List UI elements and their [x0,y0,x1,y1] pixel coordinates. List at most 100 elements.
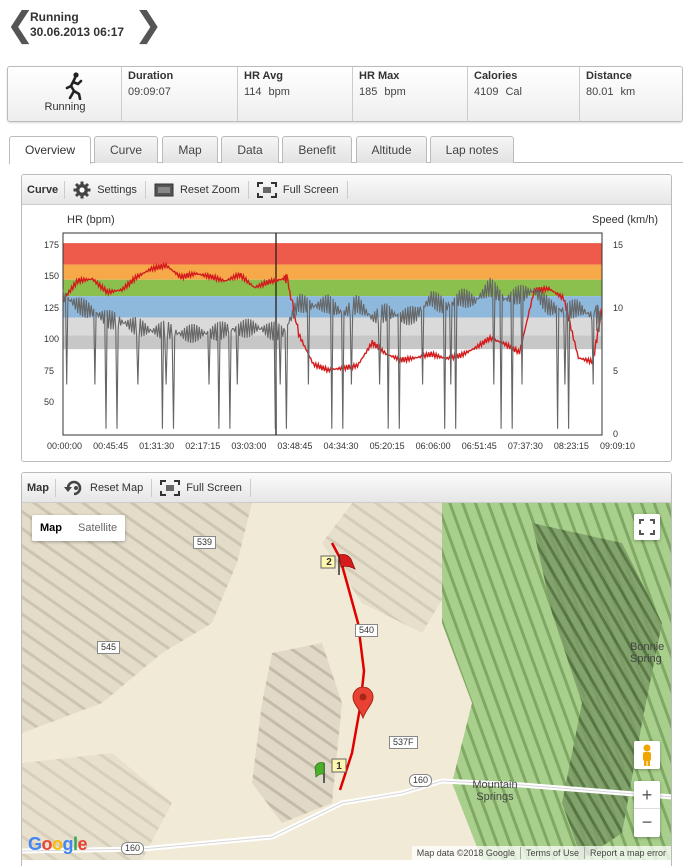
stat-value: 185 bpm [359,86,461,98]
tab-data[interactable]: Data [221,136,279,163]
stats-bar: Running Duration 09:09:07 HR Avg 114 bpm … [7,66,683,122]
reset-zoom-button[interactable]: Reset Zoom [146,180,249,199]
curve-panel: Curve Settings Reset Zoom [21,174,672,462]
runner-icon [65,72,83,100]
end-marker-label: 2 [326,557,332,568]
expand-icon [639,519,655,535]
x-tick-label: 08:23:15 [553,441,589,451]
tab-bar: Overview Curve Map Data Benefit Altitude… [9,136,683,164]
chevron-left-icon[interactable]: ❮ [6,5,35,45]
x-tick-label: 06:06:00 [415,441,451,451]
pegman-icon [643,744,651,766]
zoom-in-button[interactable]: + [634,781,660,809]
left-tick-label: 125 [44,302,60,313]
settings-button[interactable]: Settings [65,180,146,199]
stat-hr-avg: HR Avg 114 bpm [238,67,353,121]
full-screen-label: Full Screen [282,183,339,196]
chart-canvas[interactable] [22,205,672,461]
x-tick-label: 07:37:30 [507,441,543,451]
x-tick-label: 04:34:30 [323,441,359,451]
stat-label: Distance [586,70,632,82]
street-view-pegman[interactable] [634,741,660,769]
right-tick-label: 15 [613,239,624,250]
right-tick-label: 0 [613,429,619,439]
tab-overview[interactable]: Overview [9,136,91,164]
curve-toolbar: Curve Settings Reset Zoom [22,175,671,205]
map-view[interactable]: Map Satellite + − 539 545 540 537F 160 1… [22,503,671,860]
reset-map-button[interactable]: Reset Map [56,478,153,497]
settings-label: Settings [97,183,137,196]
tab-map[interactable]: Map [162,136,218,163]
reset-zoom-icon [154,183,174,196]
map-terrain [22,503,671,860]
tab-benefit[interactable]: Benefit [282,136,352,163]
road-shield: 537F [389,736,418,749]
stat-number: 4109 [474,86,499,98]
start-marker-label: 1 [336,761,342,772]
map-full-screen-label: Full Screen [186,481,242,494]
curve-title: Curve [22,180,66,199]
location-pin-icon[interactable] [352,687,374,719]
report-error-link[interactable]: Report a map error [589,848,666,858]
tab-curve[interactable]: Curve [94,136,158,163]
left-tick-label: 75 [44,365,55,376]
left-axis-label: HR (bpm) [67,214,115,226]
map-full-screen-button[interactable]: Full Screen [152,478,251,497]
chevron-right-icon[interactable]: ❯ [134,5,163,45]
right-axis-label: Speed (km/h) [592,214,659,226]
fullscreen-icon [160,479,181,496]
stat-calories: Calories 4109 Cal [468,67,580,121]
map-data-credit: Map data ©2018 Google [412,847,521,859]
road-shield: 539 [193,536,217,549]
left-tick-label: 175 [44,239,60,250]
sport-label: Running [44,101,86,113]
start-flag-icon [314,758,347,783]
x-tick-label: 05:20:15 [369,441,405,451]
fullscreen-icon [256,181,277,198]
stat-value: 80.01 km [586,86,676,98]
reset-map-label: Reset Map [90,481,144,494]
place-bonnie-spring: Bonnie Spring [630,641,665,665]
left-tick-label: 100 [44,334,60,345]
terms-of-use-link[interactable]: Terms of Use [521,847,585,859]
gear-icon [73,181,91,198]
stat-hr-max: HR Max 185 bpm [353,67,468,121]
x-tick-label: 06:51:45 [461,441,497,451]
stat-label: HR Max [359,70,400,82]
map-fullscreen-button[interactable] [634,514,660,540]
stat-value: 09:09:07 [128,86,231,98]
hr-zone-band [63,243,602,265]
stat-unit: km [620,86,636,98]
google-logo: Google [28,834,88,854]
stat-value: 114 bpm [244,86,346,98]
tab-lap-notes[interactable]: Lap notes [430,136,514,163]
zoom-control: + − [634,781,660,837]
plot-frame [62,232,603,436]
zoom-out-button[interactable]: − [641,812,653,832]
activity-datetime: 30.06.2013 06:17 [30,25,125,39]
finish-flag-icon [320,554,356,575]
map-type-map[interactable]: Map [40,522,62,534]
stat-unit: bpm [268,86,290,98]
x-tick-label: 00:45:45 [93,441,129,451]
tab-altitude[interactable]: Altitude [356,136,427,163]
stat-unit: Cal [505,86,522,98]
x-tick-label: 00:00:00 [47,441,83,451]
refresh-icon [64,480,82,495]
full-screen-button[interactable]: Full Screen [249,180,348,199]
activity-sport: Running [30,10,79,24]
stat-number: 114 [244,86,262,98]
map-type-satellite[interactable]: Satellite [78,522,118,534]
hr-speed-chart: HR (bpm) Speed (km/h) 175 150 125 100 75 50 15… [22,205,671,461]
right-tick-label: 5 [613,365,619,376]
speed-series-line [62,277,603,429]
stat-distance: Distance 80.01 km [580,67,682,121]
stat-duration: Duration 09:09:07 [122,67,238,121]
map-title: Map [22,478,56,497]
stat-unit: bpm [384,86,406,98]
road-shield: 160 [409,774,433,787]
map-panel: Map Reset Map Full Screen [21,472,672,866]
map-toolbar: Map Reset Map Full Screen [22,473,671,503]
map-type-control: Map Satellite [32,515,126,541]
x-tick-label: 09:09:10 [600,441,636,451]
